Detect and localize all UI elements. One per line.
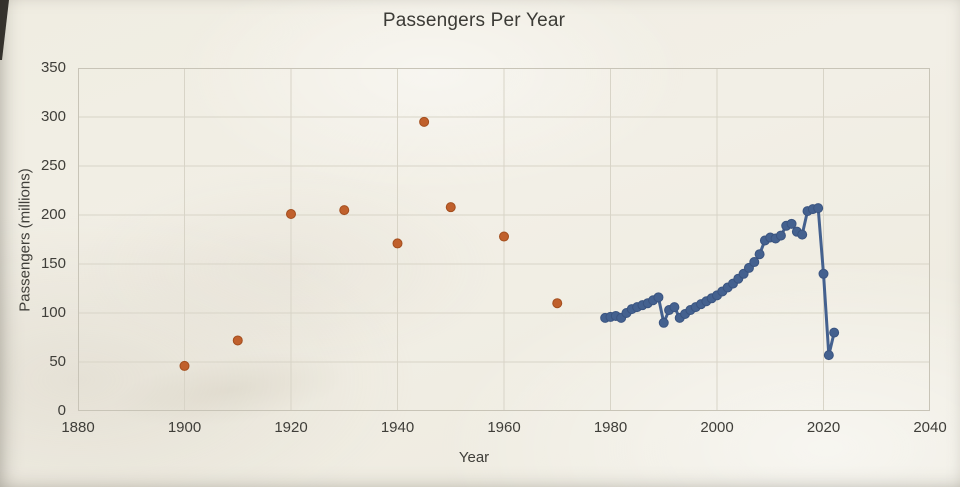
y-tick-label: 200 — [40, 206, 66, 223]
recent-line-point — [754, 249, 765, 260]
recent-line-point — [658, 317, 669, 328]
x-tick-label: 2000 — [700, 419, 734, 436]
recent-line-point — [797, 229, 808, 240]
x-tick-label: 2020 — [806, 419, 841, 436]
y-tick-label: 50 — [49, 353, 66, 370]
recent-line-point — [669, 302, 680, 313]
photo-edge-artifact — [0, 0, 9, 60]
historical-scatter-point — [499, 231, 509, 242]
historical-scatter-point — [339, 205, 350, 216]
x-tick-label: 1960 — [487, 419, 521, 436]
plot-area — [78, 68, 930, 411]
y-tick-label: 300 — [40, 108, 66, 125]
recent-line-point — [786, 218, 797, 229]
historical-scatter-point — [445, 202, 456, 213]
y-tick-label: 100 — [40, 304, 66, 321]
recent-line-point — [818, 268, 829, 279]
x-tick-label: 1900 — [167, 419, 202, 436]
historical-scatter-point — [392, 238, 403, 249]
historical-scatter-point — [419, 116, 430, 127]
recent-line-point — [823, 350, 834, 361]
y-tick-label: 0 — [57, 402, 66, 419]
historical-scatter-point — [232, 335, 243, 346]
recent-line-point — [749, 257, 760, 268]
x-axis-title: Year — [458, 449, 490, 466]
historical-scatter-point — [179, 360, 190, 371]
recent-line-point — [829, 327, 840, 338]
x-tick-label: 1980 — [593, 419, 628, 436]
x-tick-label: 1940 — [380, 419, 415, 436]
historical-scatter-point — [552, 298, 563, 309]
recent-line-point — [775, 230, 786, 241]
y-tick-label: 150 — [40, 255, 66, 272]
y-tick-label: 350 — [40, 59, 66, 76]
x-tick-label: 2040 — [913, 419, 947, 436]
chart-title: Passengers Per Year — [382, 10, 566, 31]
y-tick-label: 250 — [40, 157, 66, 174]
historical-scatter-point — [286, 209, 296, 220]
recent-line-point — [813, 203, 824, 214]
x-tick-label: 1920 — [274, 419, 308, 436]
plot-border — [78, 68, 930, 411]
x-tick-label: 1880 — [61, 419, 95, 436]
recent-line-point — [653, 292, 664, 303]
y-axis-title: Passengers (millions) — [16, 168, 34, 312]
